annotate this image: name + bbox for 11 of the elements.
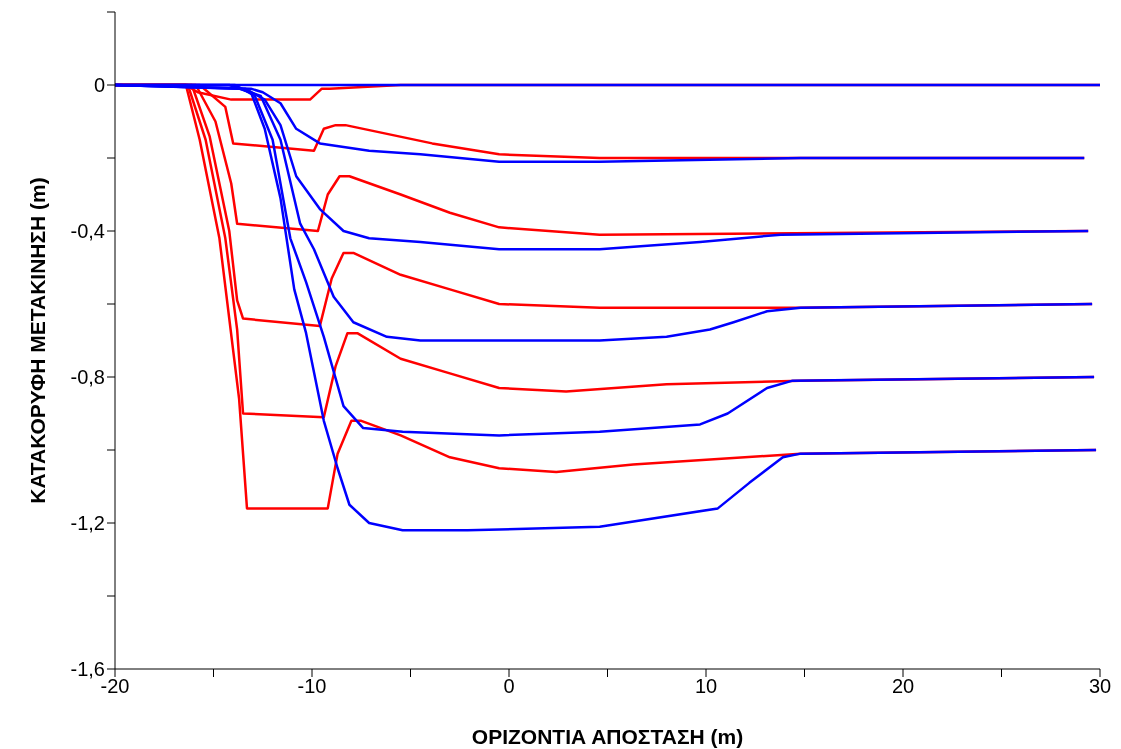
x-tick-label: -10 xyxy=(297,675,327,698)
x-tick-label: 10 xyxy=(694,675,718,698)
y-tick-label: -1,2 xyxy=(70,512,105,535)
y-tick-label: -0,4 xyxy=(70,220,105,243)
x-tick-label: 20 xyxy=(891,675,915,698)
y-tick-label: 0 xyxy=(93,74,105,97)
x-tick-label: 30 xyxy=(1088,675,1112,698)
x-tick-label: 0 xyxy=(503,675,515,698)
x-axis-title: ΟΡΙΖΟΝΤΙΑ ΑΠΟΣΤΑΣΗ (m) xyxy=(471,724,744,748)
y-axis-title: ΚΑΤΑΚΟΡΥΦΗ ΜΕΤΑΚΙΝΗΣΗ (m) xyxy=(26,177,50,504)
y-tick-label: -0,8 xyxy=(70,366,105,389)
